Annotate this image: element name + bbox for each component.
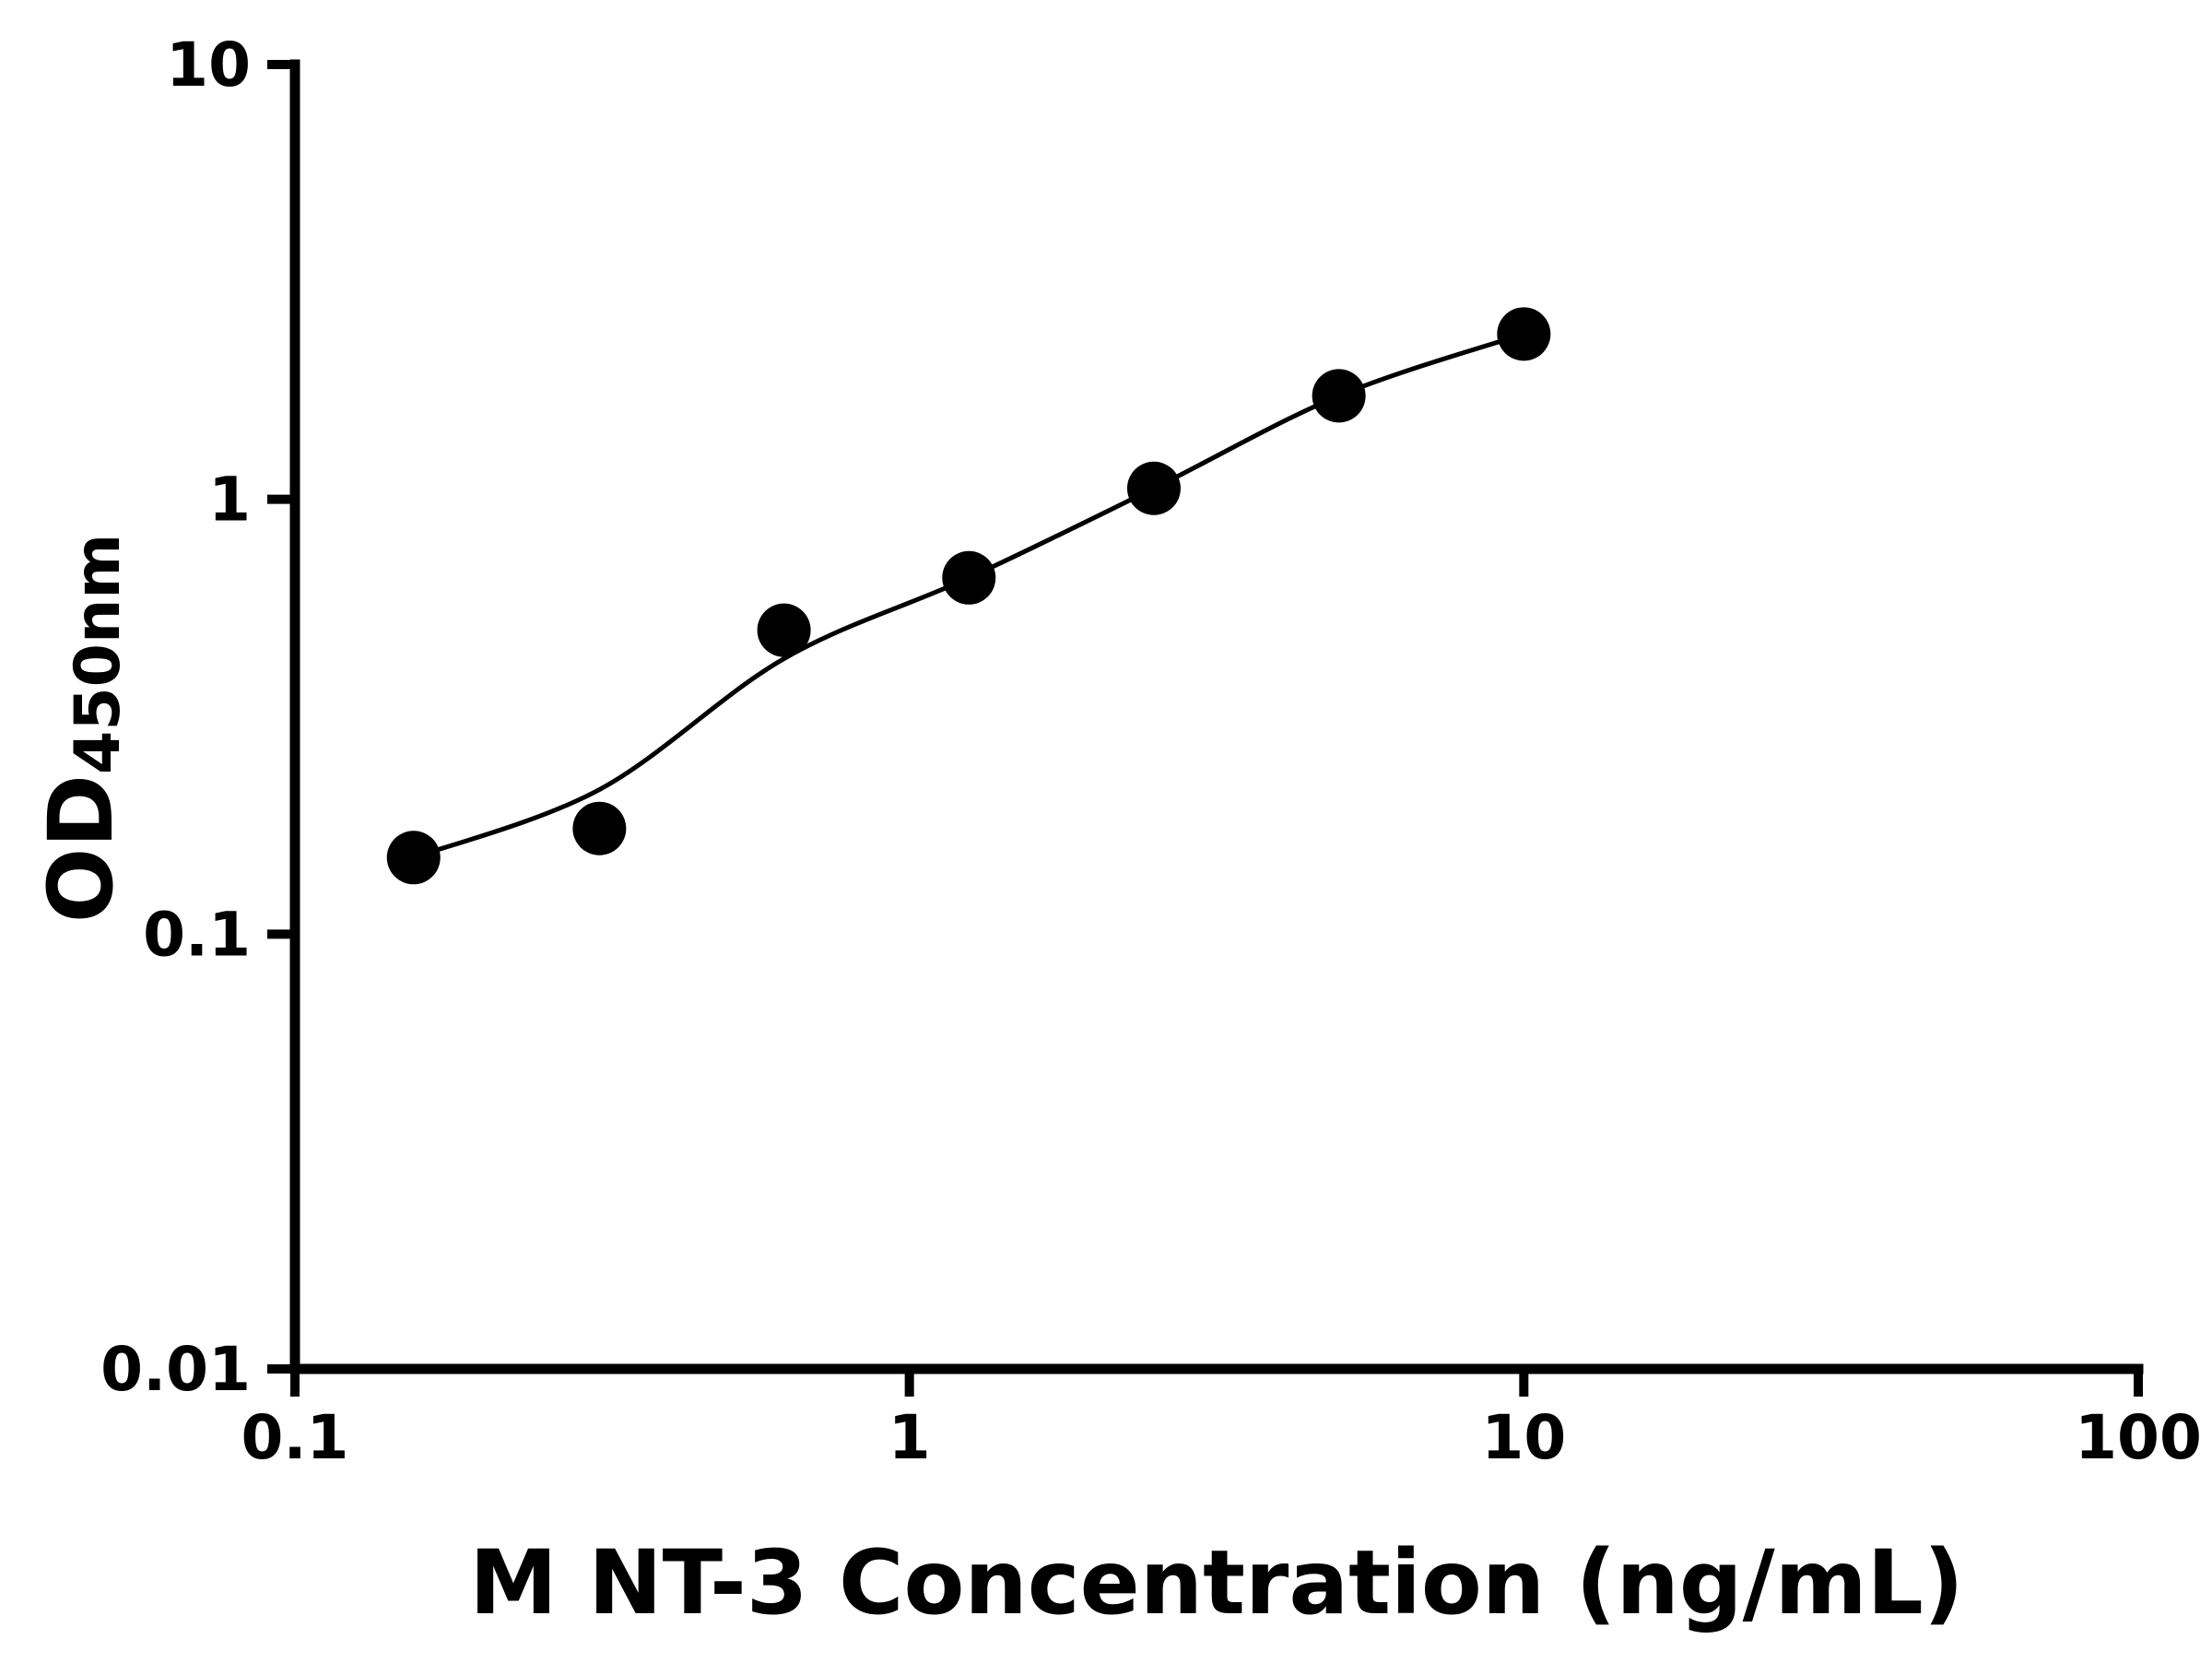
x-tick-label: 1: [888, 1402, 931, 1473]
y-tick-label: 1: [208, 465, 251, 536]
y-axis-label: OD450nm: [29, 534, 135, 924]
x-tick-label: 10: [1481, 1402, 1566, 1473]
y-tick-label: 0.1: [143, 899, 251, 970]
x-axis-label: M NT-3 Concentration (ng/mL): [469, 1531, 1964, 1634]
data-point: [386, 831, 441, 885]
x-tick-label: 100: [2075, 1402, 2202, 1473]
y-tick-label: 10: [166, 29, 251, 100]
data-point: [757, 603, 811, 657]
data-point: [572, 801, 627, 855]
data-point: [1312, 369, 1366, 423]
y-axis-label-main: OD: [29, 773, 133, 924]
x-tick-label: 0.1: [241, 1402, 349, 1473]
y-tick-label: 0.01: [100, 1334, 251, 1405]
data-point: [1126, 461, 1181, 515]
data-point: [942, 550, 996, 605]
y-axis-label-subscript: 450nm: [62, 533, 135, 774]
data-point: [1497, 307, 1551, 361]
